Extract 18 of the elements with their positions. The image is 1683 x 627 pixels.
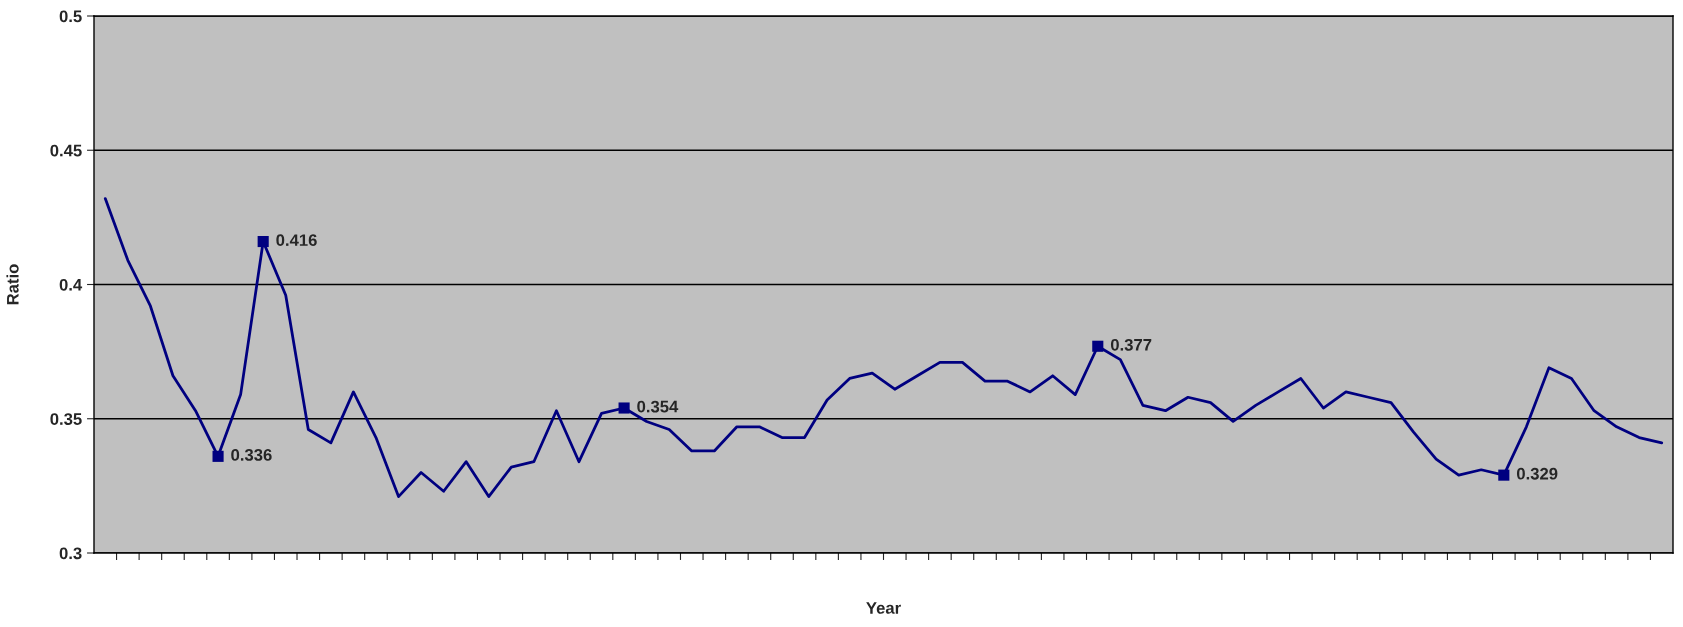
y-tick-label: 0.5 (59, 10, 82, 23)
x-axis-title: Year (866, 602, 901, 614)
data-label: 0.416 (276, 234, 317, 247)
y-tick-label: 0.3 (59, 547, 82, 560)
data-label: 0.329 (1516, 467, 1558, 480)
y-tick-label: 0.4 (59, 278, 83, 291)
point (212, 450, 224, 462)
y-axis-title: Ratio (6, 264, 19, 305)
y-tick-label: 0.45 (50, 144, 82, 157)
data-label: 0.336 (231, 449, 272, 461)
point (1498, 469, 1510, 481)
data-label: 0.377 (1110, 338, 1152, 351)
point (257, 235, 269, 248)
point (618, 402, 630, 414)
point (1092, 340, 1104, 352)
data-label: 0.354 (637, 400, 679, 413)
y-tick-label: 0.35 (50, 413, 82, 425)
line-series (103, 197, 1664, 498)
